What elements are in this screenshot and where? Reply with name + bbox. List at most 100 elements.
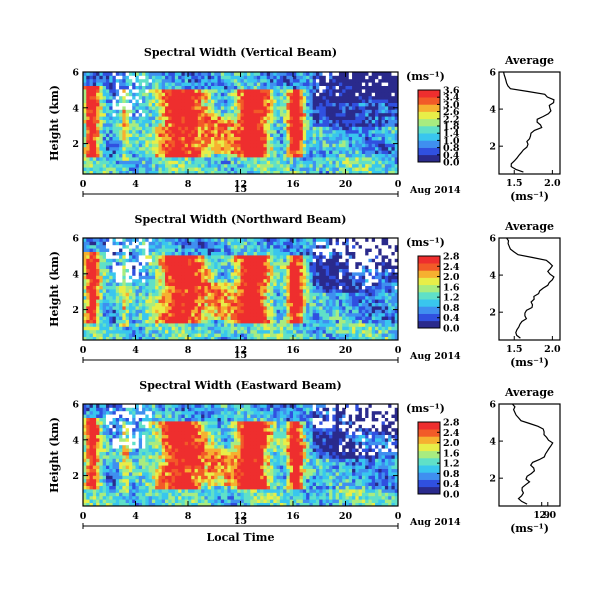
heatmap-cell	[243, 285, 248, 290]
heatmap-cell	[243, 167, 248, 171]
heatmap-cell	[224, 238, 228, 242]
heatmap-cell	[135, 109, 140, 114]
heatmap-cell	[319, 129, 323, 134]
heatmap-cell	[243, 329, 248, 334]
heatmap-cell	[142, 275, 146, 280]
heatmap-cell	[230, 265, 235, 269]
heatmap-cell	[168, 160, 172, 165]
heatmap-cell	[227, 123, 232, 127]
heatmap-cell	[135, 129, 140, 134]
heatmap-cell	[273, 146, 277, 151]
heatmap-cell	[283, 78, 287, 83]
heatmap-cell	[174, 129, 179, 134]
heatmap-cell	[302, 99, 307, 103]
heatmap-cell	[204, 289, 209, 293]
heatmap-cell	[201, 285, 205, 290]
heatmap-cell	[220, 278, 225, 283]
heatmap-cell	[378, 163, 382, 168]
heatmap-cell	[266, 295, 271, 300]
heatmap-cell	[181, 102, 186, 107]
heatmap-cell	[289, 306, 294, 310]
heatmap-cell	[312, 112, 317, 117]
heatmap-cell	[109, 133, 113, 137]
heatmap-cell	[92, 265, 97, 269]
heatmap-cell	[125, 285, 130, 290]
heatmap-cell	[168, 157, 172, 161]
heatmap-cell	[168, 255, 172, 259]
heatmap-cell	[99, 255, 104, 259]
heatmap-cell	[207, 82, 212, 86]
heatmap-cell	[112, 170, 117, 175]
heatmap-cell	[256, 119, 261, 124]
heatmap-cell	[217, 160, 222, 165]
heatmap-cell	[207, 316, 212, 320]
heatmap-cell	[115, 282, 120, 286]
heatmap-cell	[142, 312, 146, 317]
heatmap-cell	[204, 329, 209, 334]
heatmap-cell	[384, 153, 389, 158]
heatmap-cell	[96, 275, 100, 280]
heatmap-cell	[266, 163, 271, 168]
heatmap-cell	[207, 85, 212, 90]
heatmap-cell	[325, 143, 330, 148]
heatmap-cell	[365, 85, 369, 90]
heatmap-cell	[105, 309, 110, 314]
heatmap-cell	[142, 244, 146, 249]
heatmap-cell	[125, 157, 130, 161]
heatmap-cell	[128, 336, 133, 341]
heatmap-cell	[250, 133, 255, 137]
heatmap-cell	[394, 89, 399, 93]
heatmap-cell	[296, 336, 300, 341]
heatmap-cell	[115, 163, 120, 168]
heatmap-cell	[145, 248, 150, 252]
heatmap-cell	[109, 275, 113, 280]
heatmap-cell	[138, 170, 143, 175]
heatmap-cell	[105, 102, 110, 107]
heatmap-cell	[348, 160, 353, 165]
heatmap-cell	[201, 282, 205, 286]
heatmap-cell	[260, 78, 264, 83]
heatmap-cell	[237, 89, 241, 93]
heatmap-cell	[335, 146, 340, 151]
heatmap-cell	[273, 92, 277, 97]
heatmap-cell	[286, 153, 291, 158]
heatmap-cell	[151, 126, 156, 131]
heatmap-cell	[266, 248, 271, 252]
heatmap-cell	[227, 272, 232, 276]
heatmap-cell	[201, 109, 205, 114]
heatmap-cell	[109, 299, 113, 303]
heatmap-cell	[319, 123, 323, 127]
heatmap-cell	[253, 109, 258, 114]
heatmap-cell	[132, 241, 136, 246]
heatmap-cell	[132, 116, 136, 120]
heatmap-cell	[250, 329, 255, 334]
heatmap-cell	[148, 123, 153, 127]
heatmap-cell	[358, 99, 363, 103]
heatmap-cell	[174, 329, 179, 334]
heatmap-cell	[148, 136, 153, 141]
heatmap-cell	[375, 123, 379, 127]
heatmap-cell	[83, 282, 87, 286]
heatmap-cell	[161, 248, 166, 252]
heatmap-cell	[83, 129, 87, 134]
heatmap-cell	[230, 336, 235, 341]
heatmap-cell	[283, 302, 287, 307]
heatmap-cell	[181, 302, 186, 307]
heatmap-cell	[204, 157, 209, 161]
heatmap-cell	[181, 282, 186, 286]
heatmap-cell	[263, 133, 268, 137]
heatmap-cell	[319, 143, 323, 148]
heatmap-cell	[158, 126, 163, 131]
heatmap-cell	[151, 119, 156, 124]
heatmap-cell	[283, 146, 287, 151]
heatmap-cell	[171, 272, 176, 276]
heatmap-cell	[188, 106, 192, 110]
heatmap-cell	[247, 333, 251, 337]
heatmap-cell	[243, 140, 248, 144]
heatmap-cell	[115, 275, 120, 280]
heatmap-cell	[125, 292, 130, 297]
heatmap-cell	[142, 336, 146, 341]
heatmap-cell	[89, 112, 94, 117]
heatmap-cell	[204, 272, 209, 276]
heatmap-cell	[184, 238, 189, 242]
